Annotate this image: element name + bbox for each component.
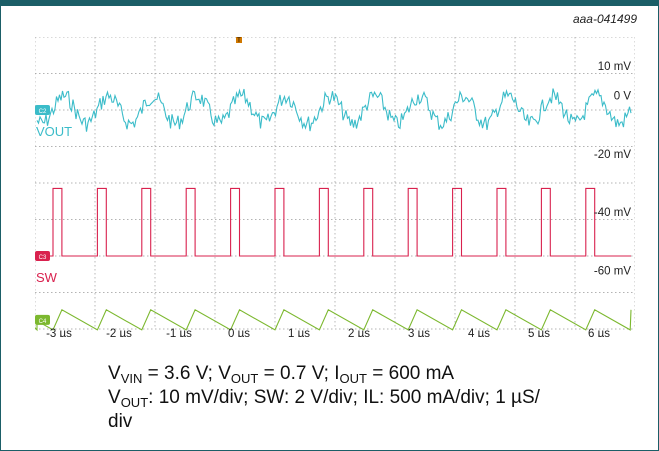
- series-label-il: IL: [36, 334, 47, 337]
- caption: VVIN = 3.6 V; VOUT = 0.7 V; IOUT = 600 m…: [108, 362, 656, 434]
- x-tick-label: -1 µs: [166, 328, 192, 337]
- y-tick-label: 10 mV: [598, 61, 632, 73]
- caption-subscript: OUT: [120, 395, 149, 410]
- trigger-marker-label: T: [237, 38, 241, 44]
- trace-sw: [37, 187, 631, 257]
- channel-marker-label: C3: [39, 255, 47, 261]
- x-tick-label: 0 µs: [228, 328, 250, 337]
- caption-text: = 0.7 V; I: [258, 363, 340, 384]
- x-tick-label: 2 µs: [348, 328, 370, 337]
- oscilloscope-chart: C2 VOUT C3 SW C4 IL -3 µs -2 µs -1 µs 0 µs 1 µs 2 …: [35, 37, 635, 337]
- top-accent-bar: [0, 0, 659, 6]
- caption-text: = 600 mA: [366, 363, 455, 384]
- y-tick-label: -40 mV: [594, 207, 631, 219]
- traces: C2 VOUT C3 SW C4 IL: [35, 88, 632, 337]
- axis-labels: -3 µs -2 µs -1 µs 0 µs 1 µs 2 µs 3 µs 4 µs 5 µs 6…: [46, 37, 631, 337]
- figure-id: aaa-041499: [572, 12, 637, 26]
- channel-marker-c2: [35, 105, 50, 115]
- caption-text: V: [108, 387, 121, 408]
- trace-il: [35, 309, 632, 332]
- x-tick-label: 5 µs: [528, 328, 550, 337]
- series-label-vout: VOUT: [36, 124, 72, 139]
- channel-marker-c4: [35, 314, 50, 325]
- caption-text: : 10 mV/div; SW: 2 V/div; IL: 500 mA/div…: [148, 387, 540, 408]
- caption-line-3: div: [108, 410, 656, 434]
- x-tick-label: 1 µs: [288, 328, 310, 337]
- x-tick-label: 4 µs: [468, 328, 490, 337]
- channel-marker-c3: [35, 251, 50, 261]
- trace-vout: [36, 88, 632, 132]
- grid: [35, 37, 635, 330]
- caption-text: V: [108, 363, 121, 384]
- y-tick-label: 0 V: [614, 90, 632, 102]
- channel-marker-label: C4: [39, 319, 47, 325]
- series-label-sw: SW: [36, 270, 58, 285]
- caption-text: div: [108, 411, 133, 432]
- y-tick-label: -60 mV: [594, 266, 631, 278]
- x-tick-label: -2 µs: [106, 328, 132, 337]
- caption-subscript: VIN: [120, 371, 143, 386]
- caption-subscript: OUT: [230, 371, 259, 386]
- caption-text: = 3.6 V; V: [142, 363, 231, 384]
- y-tick-label: -20 mV: [594, 149, 631, 161]
- caption-line-1: VVIN = 3.6 V; VOUT = 0.7 V; IOUT = 600 m…: [108, 362, 656, 386]
- channel-marker-label: C2: [39, 109, 47, 115]
- caption-subscript: OUT: [339, 371, 367, 386]
- trigger-marker: [236, 37, 242, 43]
- x-tick-label: 6 µs: [588, 328, 610, 337]
- x-tick-label: -3 µs: [46, 328, 72, 337]
- caption-line-2: VOUT: 10 mV/div; SW: 2 V/div; IL: 500 mA…: [108, 386, 656, 410]
- x-tick-label: 3 µs: [408, 328, 430, 337]
